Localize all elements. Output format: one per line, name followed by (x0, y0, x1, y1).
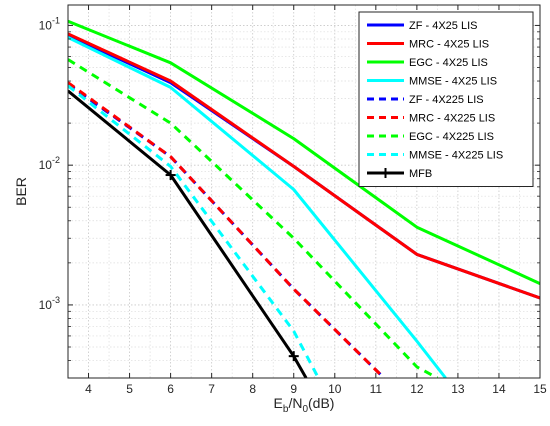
legend-box (358, 11, 534, 187)
x-tick-label: 5 (126, 382, 133, 396)
y-tick-label: 10-1 (39, 15, 60, 32)
x-tick-label: 4 (85, 382, 92, 396)
legend-label: EGC - 4X25 LIS (409, 57, 488, 69)
legend-label: MRC - 4X225 LIS (409, 113, 495, 125)
x-tick-label: 8 (249, 382, 256, 396)
x-tick-label: 12 (410, 382, 424, 396)
series-line-3 (68, 19, 540, 285)
y-tick-label: 10-2 (39, 155, 60, 172)
legend-label: MMSE - 4X25 LIS (409, 76, 497, 88)
legend: ZF - 4X25 LIS MRC - 4X25 LIS EGC - 4X25 LI… (358, 11, 534, 187)
plot-frame (67, 4, 541, 379)
legend-label: ZF - 4X25 LIS (409, 20, 477, 32)
x-tick-labels: 4 5 6 7 8 9 10 11 12 13 14 15 (85, 382, 547, 396)
x-axis-label: Eb/N0(dB) (274, 395, 335, 415)
series-line-9 (68, 89, 308, 378)
y-tick-label-base: 10 (39, 158, 53, 172)
y-tick-label-base: 10 (39, 298, 53, 312)
series-layer (68, 19, 540, 378)
legend-label: EGC - 4X225 LIS (409, 131, 494, 143)
x-tick-label: 14 (492, 382, 506, 396)
y-tick-label-exponent: -2 (52, 155, 60, 165)
y-tick-label-exponent: -3 (52, 295, 60, 305)
y-tick-label-base: 10 (39, 18, 53, 32)
series-line-2 (68, 32, 540, 300)
legend-label: MFB (409, 168, 432, 180)
series-line-6 (68, 81, 386, 378)
y-axis-label: BER (13, 177, 29, 206)
x-tick-label: 13 (451, 382, 465, 396)
legend-label: MMSE - 4X225 LIS (409, 150, 503, 162)
y-tick-label-exponent: -1 (52, 15, 60, 25)
y-tick-labels: 10-310-210-1 (39, 15, 60, 312)
x-axis-label-sub-b: b (283, 404, 289, 415)
x-axis-label-unit: (dB) (308, 395, 334, 411)
tick-marks (68, 5, 541, 379)
x-axis-label-slash: /N (288, 395, 302, 411)
x-tick-label: 6 (167, 382, 174, 396)
legend-label: MRC - 4X25 LIS (409, 39, 489, 51)
y-tick-label: 10-3 (39, 295, 60, 312)
minor-grid (67, 5, 540, 379)
x-tick-label: 15 (533, 382, 547, 396)
x-tick-label: 7 (208, 382, 215, 396)
x-tick-label: 11 (370, 382, 383, 396)
legend-label: ZF - 4X225 LIS (409, 94, 484, 106)
x-tick-label: 10 (328, 382, 342, 396)
x-axis-label-sub-0: 0 (302, 404, 308, 415)
series-line-4 (68, 36, 447, 378)
x-tick-label: 9 (290, 382, 297, 396)
